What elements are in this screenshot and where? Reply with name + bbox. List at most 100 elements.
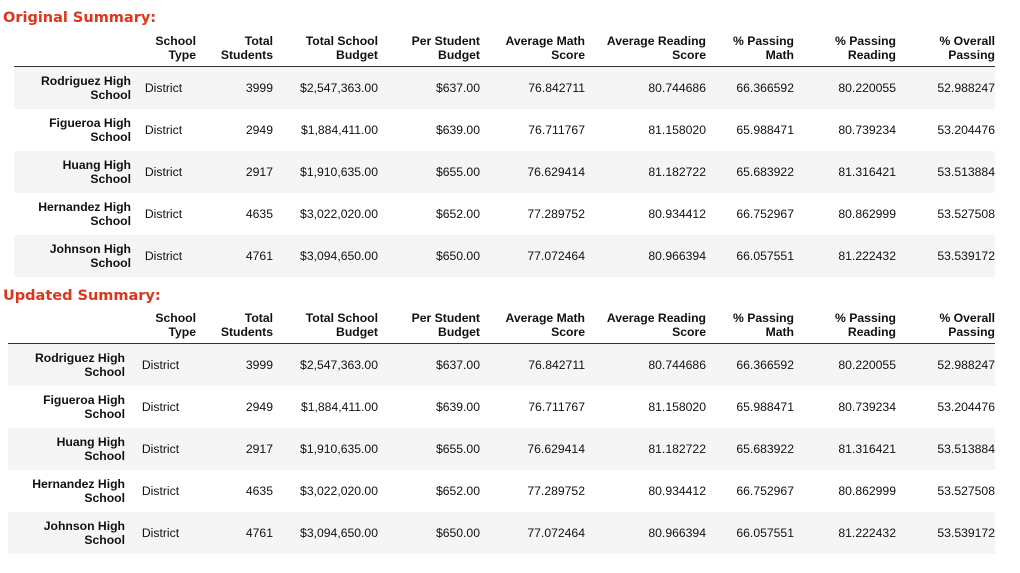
total-budget-cell: $3,022,020.00 bbox=[300, 483, 378, 498]
updated-summary-title: Updated Summary: bbox=[3, 288, 161, 304]
per-student-budget-cell: $637.00 bbox=[435, 80, 480, 95]
overall-passing-cell: 53.539172 bbox=[937, 248, 995, 263]
avg-math-cell: 77.289752 bbox=[527, 206, 585, 221]
school-name: Figueroa High School bbox=[43, 392, 125, 421]
column-header-average-reading-score: Average Reading Score bbox=[585, 311, 706, 344]
overall-passing-cell: 53.527508 bbox=[937, 483, 995, 498]
avg-math-cell: 76.711767 bbox=[528, 122, 585, 137]
per-student-budget-cell: $639.00 bbox=[435, 399, 480, 414]
passing-reading-cell: 80.220055 bbox=[838, 80, 896, 95]
school-type-cell: District bbox=[141, 525, 180, 540]
passing-math-cell: 66.057551 bbox=[736, 525, 794, 540]
per-student-budget-cell: $655.00 bbox=[435, 441, 480, 456]
school-type-cell: District bbox=[141, 399, 180, 414]
per-student-budget-cell: $655.00 bbox=[435, 164, 480, 179]
avg-math-cell: 76.842711 bbox=[528, 357, 585, 372]
total-budget-cell: $1,884,411.00 bbox=[300, 399, 378, 414]
passing-math-cell: 66.366592 bbox=[736, 357, 794, 372]
school-name: Hernandez High School bbox=[32, 476, 125, 505]
avg-reading-cell: 81.158020 bbox=[648, 122, 706, 137]
header-row: School Type Total Students Total School … bbox=[14, 34, 995, 67]
school-type-cell: District bbox=[141, 441, 180, 456]
passing-reading-cell: 80.862999 bbox=[838, 206, 896, 221]
passing-reading-cell: 81.316421 bbox=[838, 441, 896, 456]
passing-math-cell: 66.752967 bbox=[736, 483, 794, 498]
table-row: Figueroa High School District 2949 $1,88… bbox=[14, 109, 995, 151]
school-name: Rodriguez High School bbox=[40, 73, 131, 102]
overall-passing-cell: 53.204476 bbox=[937, 399, 995, 414]
avg-math-cell: 76.842711 bbox=[528, 80, 585, 95]
passing-reading-cell: 81.222432 bbox=[838, 525, 896, 540]
avg-reading-cell: 81.182722 bbox=[648, 164, 706, 179]
per-student-budget-cell: $652.00 bbox=[435, 206, 480, 221]
total-budget-cell: $2,547,363.00 bbox=[300, 357, 378, 372]
avg-math-cell: 76.711767 bbox=[528, 399, 585, 414]
avg-reading-cell: 80.934412 bbox=[648, 206, 706, 221]
total-budget-cell: $1,910,635.00 bbox=[300, 441, 378, 456]
overall-passing-cell: 53.513884 bbox=[937, 164, 995, 179]
avg-reading-cell: 80.966394 bbox=[648, 525, 706, 540]
column-header-overall-passing: % Overall Passing bbox=[896, 34, 995, 67]
updated-summary-table: School Type Total Students Total School … bbox=[8, 311, 995, 554]
passing-math-cell: 65.988471 bbox=[736, 122, 794, 137]
column-header-passing-reading: % Passing Reading bbox=[794, 34, 896, 67]
total-budget-cell: $1,910,635.00 bbox=[300, 164, 378, 179]
avg-math-cell: 77.072464 bbox=[527, 525, 585, 540]
column-header-total-school-budget: Total School Budget bbox=[273, 34, 378, 67]
table-row: Rodriguez High School District 3999 $2,5… bbox=[8, 343, 995, 386]
table-row: Hernandez High School District 4635 $3,0… bbox=[8, 470, 995, 512]
total-budget-cell: $3,094,650.00 bbox=[300, 248, 378, 263]
table-row: Rodriguez High School District 3999 $2,5… bbox=[14, 66, 995, 109]
original-summary-title: Original Summary: bbox=[3, 10, 157, 26]
per-student-budget-cell: $650.00 bbox=[435, 248, 480, 263]
school-name: Rodriguez High School bbox=[34, 350, 125, 379]
column-header-overall-passing: % Overall Passing bbox=[896, 311, 995, 344]
passing-math-cell: 65.988471 bbox=[736, 399, 794, 414]
column-header-passing-reading: % Passing Reading bbox=[794, 311, 896, 344]
table-row: Huang High School District 2917 $1,910,6… bbox=[8, 427, 995, 470]
overall-passing-cell: 52.988247 bbox=[937, 80, 995, 95]
total-students-cell: 2949 bbox=[245, 399, 273, 414]
passing-reading-cell: 80.739234 bbox=[838, 399, 896, 414]
table-row: Figueroa High School District 2949 $1,88… bbox=[8, 386, 995, 428]
school-type-cell: District bbox=[141, 357, 180, 372]
total-budget-cell: $1,884,411.00 bbox=[300, 122, 378, 137]
avg-reading-cell: 80.744686 bbox=[648, 80, 706, 95]
school-name: Johnson High School bbox=[43, 518, 125, 547]
total-students-cell: 3999 bbox=[245, 357, 273, 372]
column-header-school bbox=[14, 34, 131, 67]
column-header-passing-math: % Passing Math bbox=[706, 34, 794, 67]
header-row: School Type Total Students Total School … bbox=[8, 311, 995, 344]
per-student-budget-cell: $652.00 bbox=[435, 483, 480, 498]
school-name: Huang High School bbox=[56, 434, 125, 463]
school-name: Johnson High School bbox=[49, 241, 131, 270]
passing-math-cell: 66.366592 bbox=[736, 80, 794, 95]
overall-passing-cell: 53.204476 bbox=[937, 122, 995, 137]
overall-passing-cell: 53.527508 bbox=[937, 206, 995, 221]
column-header-total-students: Total Students bbox=[196, 34, 273, 67]
column-header-average-math-score: Average Math Score bbox=[480, 311, 585, 344]
total-budget-cell: $3,022,020.00 bbox=[300, 206, 378, 221]
column-header-total-school-budget: Total School Budget bbox=[273, 311, 378, 344]
avg-math-cell: 76.629414 bbox=[527, 441, 585, 456]
original-summary-table: School Type Total Students Total School … bbox=[14, 34, 995, 277]
total-students-cell: 2917 bbox=[245, 164, 273, 179]
column-header-school bbox=[8, 311, 125, 344]
passing-math-cell: 65.683922 bbox=[736, 441, 794, 456]
school-name: Figueroa High School bbox=[49, 115, 131, 144]
passing-math-cell: 65.683922 bbox=[736, 164, 794, 179]
column-header-total-students: Total Students bbox=[196, 311, 273, 344]
column-header-school-type: School Type bbox=[131, 34, 196, 67]
avg-math-cell: 76.629414 bbox=[527, 164, 585, 179]
column-header-average-math-score: Average Math Score bbox=[480, 34, 585, 67]
total-students-cell: 4761 bbox=[245, 248, 273, 263]
column-header-per-student-budget: Per Student Budget bbox=[378, 311, 480, 344]
column-header-per-student-budget: Per Student Budget bbox=[378, 34, 480, 67]
total-students-cell: 3999 bbox=[245, 80, 273, 95]
avg-math-cell: 77.072464 bbox=[527, 248, 585, 263]
column-header-passing-math: % Passing Math bbox=[706, 311, 794, 344]
passing-reading-cell: 80.862999 bbox=[838, 483, 896, 498]
avg-reading-cell: 80.744686 bbox=[648, 357, 706, 372]
avg-reading-cell: 81.182722 bbox=[648, 441, 706, 456]
school-type-cell: District bbox=[144, 164, 183, 179]
